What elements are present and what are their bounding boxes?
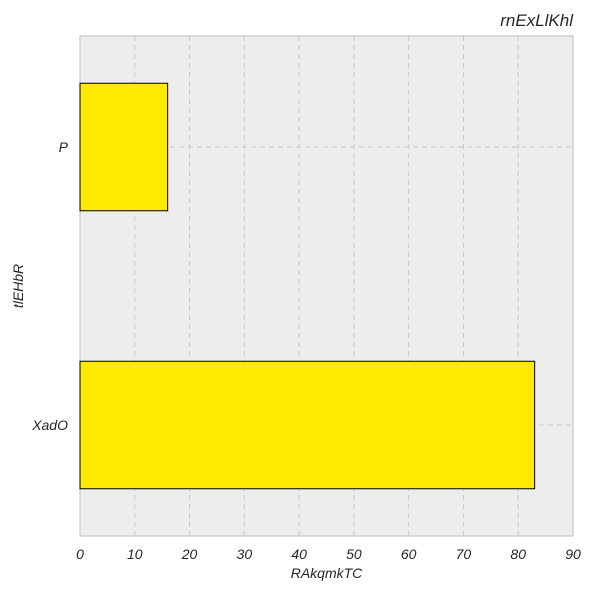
bars [79, 82, 536, 490]
x-tick-label: 10 [127, 546, 143, 562]
y-tick-labels: P XadO [31, 139, 68, 433]
bar-xado [79, 360, 536, 490]
x-tick-label: 70 [456, 546, 472, 562]
x-tick-label: 20 [181, 546, 198, 562]
x-tick-label: 90 [565, 546, 581, 562]
x-tick-label: 60 [401, 546, 417, 562]
x-tick-label: 80 [510, 546, 526, 562]
x-axis-title: RAkqmkTC [291, 565, 363, 581]
x-tick-labels: 0 10 20 30 40 50 60 70 80 90 [76, 546, 581, 562]
x-tick-label: 30 [237, 546, 253, 562]
x-tick-label: 40 [291, 546, 307, 562]
chart-title: rnExLlKhl [500, 11, 574, 30]
y-axis-title: tlEHbR [10, 264, 26, 308]
y-tick-label: XadO [31, 417, 68, 433]
x-tick-label: 50 [346, 546, 362, 562]
bar-p [79, 82, 169, 212]
x-tick-label: 0 [76, 546, 84, 562]
y-tick-label: P [59, 139, 69, 155]
